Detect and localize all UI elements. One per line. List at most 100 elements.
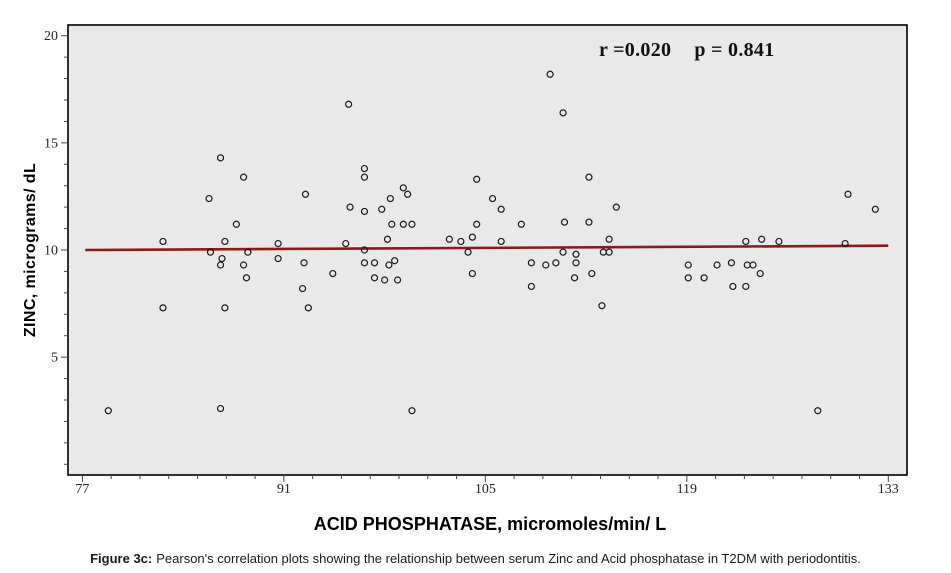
- data-point: [527, 282, 535, 291]
- data-point: [298, 284, 307, 293]
- data-point: [605, 248, 613, 256]
- y-tick-label: 20: [44, 29, 58, 44]
- data-point: [242, 274, 251, 282]
- data-point: [572, 250, 580, 258]
- data-point: [304, 304, 312, 312]
- data-point: [560, 218, 569, 226]
- x-tick-label: 105: [475, 482, 496, 497]
- data-point: [393, 276, 402, 284]
- data-point: [775, 237, 783, 246]
- data-point: [329, 269, 337, 278]
- stats-annotation: r =0.020 p = 0.841: [599, 39, 775, 62]
- data-point: [742, 237, 750, 246]
- data-point: [497, 237, 505, 246]
- data-point: [360, 207, 369, 216]
- data-point: [206, 248, 215, 256]
- x-tick-label: 119: [677, 482, 697, 497]
- data-point: [383, 235, 392, 243]
- caption-text: Pearson's correlation plots showing the …: [156, 551, 861, 566]
- p-value-label: p = 0.841: [694, 39, 775, 61]
- data-point: [445, 235, 453, 243]
- data-point: [468, 233, 476, 241]
- data-point: [370, 259, 379, 267]
- data-point: [159, 237, 167, 246]
- data-point: [232, 220, 240, 228]
- data-point: [388, 220, 396, 228]
- data-point: [546, 70, 554, 78]
- r-value-label: r =0.020: [599, 39, 672, 61]
- data-point: [408, 407, 416, 415]
- data-point: [552, 259, 560, 267]
- data-point: [385, 261, 393, 269]
- data-point: [360, 173, 369, 181]
- data-point: [612, 203, 620, 211]
- data-point: [814, 407, 822, 415]
- data-point: [360, 246, 369, 254]
- data-point: [300, 259, 308, 267]
- data-point: [572, 259, 580, 267]
- data-point: [239, 173, 248, 181]
- data-point: [346, 203, 354, 211]
- data-point: [559, 109, 567, 117]
- figure-caption: Figure 3c: Pearson's correlation plots sh…: [0, 551, 951, 566]
- x-tick-label: 91: [277, 482, 291, 497]
- data-point: [841, 239, 849, 248]
- data-point: [342, 239, 350, 248]
- regression-line: [85, 244, 889, 252]
- data-point: [381, 276, 389, 284]
- data-point: [216, 404, 225, 413]
- data-point: [274, 254, 282, 263]
- data-point: [871, 205, 879, 213]
- data-point: [585, 173, 593, 181]
- data-point: [585, 218, 593, 226]
- data-point: [742, 282, 750, 291]
- x-axis-label: ACID PHOSPHATASE, micromoles/min/ L: [313, 514, 667, 534]
- data-point: [488, 194, 497, 203]
- data-point: [360, 164, 369, 173]
- y-tick-label: 5: [51, 351, 58, 366]
- data-point: [598, 302, 606, 310]
- data-point: [399, 220, 407, 228]
- data-point: [386, 194, 394, 203]
- data-point: [457, 237, 465, 246]
- data-point: [205, 194, 213, 203]
- data-point: [588, 269, 596, 278]
- data-point: [517, 220, 525, 228]
- data-point: [221, 237, 229, 246]
- y-tick-label: 10: [44, 244, 58, 259]
- data-point: [216, 154, 225, 162]
- data-point: [497, 205, 505, 213]
- data-point: [360, 259, 369, 267]
- data-point: [756, 269, 764, 278]
- data-point: [221, 304, 229, 312]
- data-point: [345, 100, 353, 108]
- data-point: [729, 282, 737, 291]
- data-point: [378, 205, 386, 213]
- data-point: [559, 248, 567, 256]
- data-point: [218, 254, 226, 263]
- data-point: [749, 261, 757, 269]
- caption-label: Figure 3c:: [90, 551, 153, 566]
- data-point: [713, 261, 721, 269]
- data-point: [468, 269, 476, 278]
- data-point: [700, 274, 708, 282]
- data-point: [370, 274, 379, 282]
- data-point: [399, 184, 407, 192]
- data-point: [159, 304, 167, 312]
- data-point: [844, 190, 852, 198]
- data-point: [473, 175, 481, 183]
- data-point: [404, 190, 412, 198]
- y-tick-label: 15: [44, 136, 58, 151]
- data-point: [391, 257, 399, 265]
- data-point: [274, 239, 282, 248]
- data-point: [408, 220, 416, 228]
- data-point: [758, 235, 766, 243]
- data-point: [542, 261, 550, 269]
- scatter-plot: 77 91 105 119 133 5 10 15 20: [44, 24, 908, 497]
- data-point: [239, 261, 248, 269]
- data-point: [104, 407, 112, 415]
- y-axis-label: ZINC, micrograms/ dL: [22, 162, 39, 338]
- data-point: [464, 248, 472, 256]
- data-point: [527, 259, 535, 267]
